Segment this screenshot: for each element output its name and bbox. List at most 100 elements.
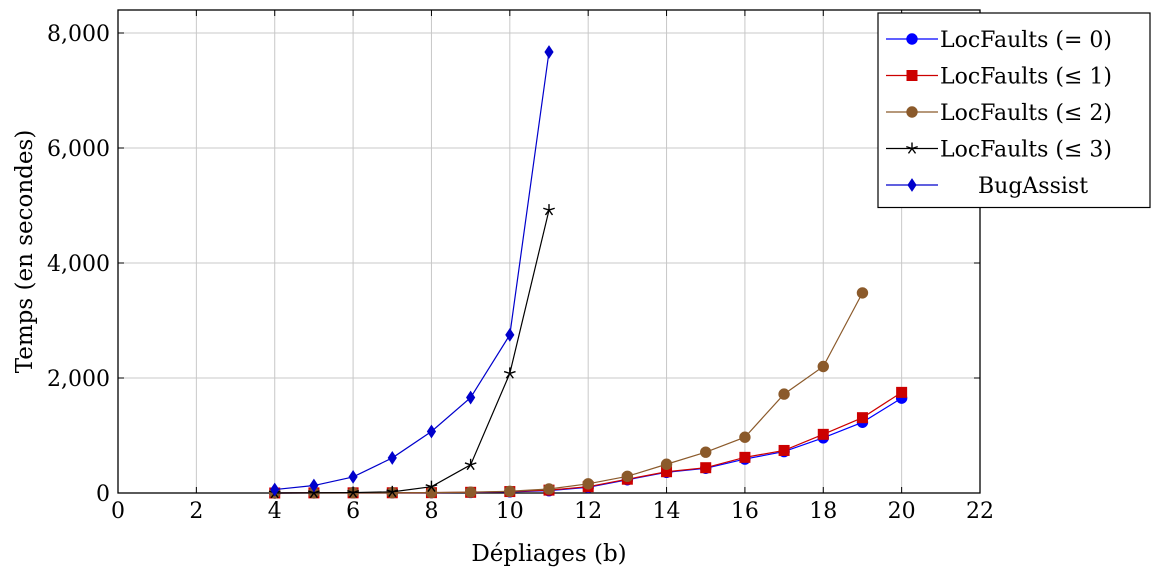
x-tick-label: 6 [346, 499, 360, 524]
x-tick-label: 18 [809, 499, 837, 524]
y-tick-label: 8,000 [47, 22, 110, 47]
legend-marker [907, 178, 917, 192]
data-point [503, 367, 516, 379]
x-tick-label: 20 [888, 499, 916, 524]
star-ray [431, 484, 438, 488]
data-point [856, 412, 868, 424]
y-axis-title: Temps (en secondes) [12, 130, 38, 374]
legend-label: LocFaults (≤ 2) [940, 101, 1112, 126]
data-point [660, 458, 673, 470]
legend-label: LocFaults (= 0) [940, 28, 1112, 53]
data-point [856, 287, 869, 299]
x-tick-label: 10 [496, 499, 524, 524]
star-ray [309, 492, 315, 499]
series-line [274, 292, 863, 494]
star-ray [352, 490, 360, 494]
data-point [348, 469, 358, 484]
star-ray [425, 484, 432, 488]
data-point [896, 386, 908, 398]
legend-label: BugAssist [978, 174, 1088, 199]
star-ray [466, 464, 472, 471]
star-ray [427, 486, 433, 492]
star-ray [548, 209, 554, 216]
legend-marker [906, 106, 918, 118]
legend-label: LocFaults (≤ 3) [940, 138, 1112, 163]
data-point [425, 486, 438, 499]
star-ray [347, 490, 354, 494]
star-ray [386, 489, 393, 493]
legend-marker [906, 142, 918, 154]
data-point [543, 483, 555, 495]
data-point [464, 486, 477, 498]
star-ray [348, 492, 354, 498]
y-tick-label: 6,000 [47, 137, 110, 162]
data-point [621, 470, 634, 483]
legend-item-5: BugAssist [886, 174, 1088, 199]
star-ray [313, 490, 320, 494]
y-tick-label: 4,000 [47, 252, 110, 277]
data-point [543, 204, 555, 216]
data-point [425, 480, 438, 492]
legend-marker [906, 33, 918, 45]
star-ray [352, 492, 358, 498]
x-tick-label: 4 [268, 499, 282, 524]
x-tick-label: 2 [189, 499, 203, 524]
star-ray [505, 372, 511, 379]
x-tick-label: 12 [574, 499, 602, 524]
data-point [504, 485, 516, 497]
series-line [274, 51, 550, 491]
legend-item-2: LocFaults (≤ 1) [886, 65, 1112, 90]
x-tick-label: 14 [653, 499, 681, 524]
legend: LocFaults (= 0) LocFaults (≤ 1) LocFaults … [877, 12, 1151, 209]
series-line [274, 209, 550, 494]
data-point [739, 431, 751, 443]
plot-area-frame [117, 9, 981, 494]
star-ray [464, 462, 471, 466]
star-ray [543, 207, 550, 211]
star-ray [509, 370, 516, 375]
star-ray [313, 492, 319, 499]
data-series [268, 45, 908, 499]
grid-lines [117, 10, 981, 494]
data-point [582, 478, 594, 490]
star-ray [544, 209, 550, 216]
y-tick-label: 0 [96, 482, 110, 507]
data-point [466, 390, 476, 405]
x-tick-label: 16 [731, 499, 759, 524]
data-point [309, 478, 319, 493]
data-point [739, 451, 751, 463]
data-point [387, 451, 397, 465]
data-point [778, 388, 790, 400]
star-ray [430, 486, 436, 492]
legend-item-3: LocFaults (≤ 2) [886, 101, 1112, 126]
star-ray [548, 207, 555, 211]
data-point [817, 360, 829, 373]
star-ray [503, 370, 511, 375]
data-point [270, 482, 280, 497]
data-point [700, 446, 712, 458]
legend-box [877, 12, 1151, 209]
data-point [464, 458, 477, 471]
series-5 [270, 45, 554, 497]
star-ray [307, 490, 315, 494]
star-ray [509, 372, 514, 379]
x-tick-label: 8 [424, 499, 438, 524]
star-ray [392, 489, 399, 493]
star-ray [911, 145, 918, 150]
star-ray [391, 491, 397, 498]
data-point [778, 444, 790, 456]
legend-label: LocFaults (≤ 1) [940, 65, 1112, 90]
star-ray [906, 145, 913, 150]
star-ray [911, 148, 917, 154]
data-point [817, 428, 829, 440]
series-4 [268, 204, 555, 499]
data-point [386, 485, 399, 498]
x-axis-title: Dépliages (b) [471, 541, 626, 567]
data-point [544, 45, 554, 59]
x-tick-label: 0 [111, 499, 125, 524]
axis-ticks: 0 2 4 6 8 10 12 14 16 18 20 22 0 2,000 4,000 6,000 8,000 [47, 10, 994, 524]
data-point [505, 327, 515, 342]
x-tick-label: 22 [966, 499, 994, 524]
star-ray [470, 462, 477, 466]
